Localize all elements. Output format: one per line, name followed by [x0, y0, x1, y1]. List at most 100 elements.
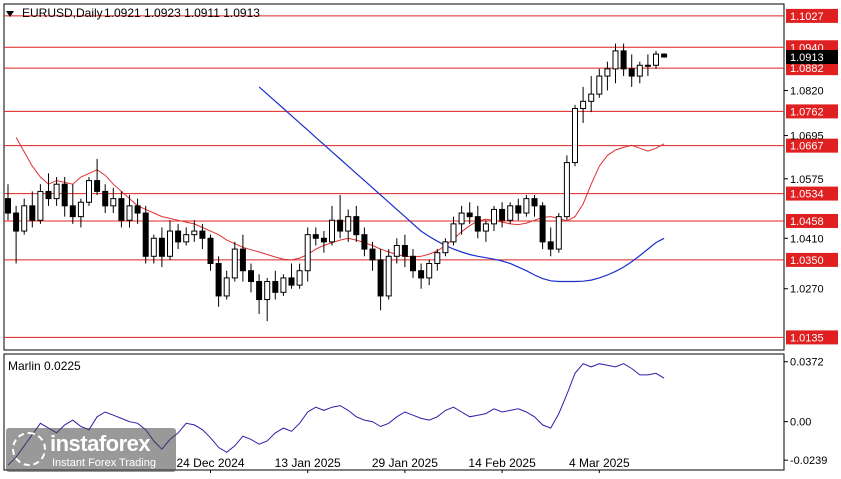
level-price-tag: 1.0350 — [786, 252, 838, 267]
candle-body-bear — [61, 183, 68, 207]
candle-body-bull — [345, 216, 352, 232]
candle-body-bear — [199, 230, 206, 239]
candle — [442, 238, 449, 257]
candle-body-bear — [361, 234, 368, 250]
price-tick-label: 1.0695 — [790, 131, 824, 143]
candle — [555, 213, 562, 253]
candle-body-bear — [466, 212, 473, 218]
candle-body-bear — [401, 244, 408, 257]
candle-body-bear — [102, 190, 109, 207]
time-tick-label: 29 Jan 2025 — [372, 456, 438, 470]
candle — [361, 227, 368, 257]
candle — [393, 238, 400, 264]
candle-body-bull — [604, 68, 611, 77]
instaforex-logo: instaforex Instant Forex Trading — [6, 428, 176, 472]
candle-body-bear — [272, 281, 279, 293]
candle — [345, 209, 352, 242]
candle-body-bull — [580, 100, 587, 110]
price-tick-label: 1.0270 — [790, 284, 824, 296]
level-price-tag: 1.0534 — [786, 186, 838, 201]
level-price-label: 1.0135 — [790, 332, 824, 344]
candle — [215, 256, 222, 307]
candle-body-bear — [239, 248, 246, 272]
level-price-label: 1.0882 — [790, 63, 824, 75]
candle — [183, 227, 190, 246]
candle-body-bull — [183, 234, 190, 243]
candle-body-bear — [539, 205, 546, 243]
candle — [312, 227, 319, 246]
level-price-label: 1.0534 — [790, 189, 824, 201]
candle-body-bear — [547, 241, 554, 250]
candle-body-bull — [572, 108, 578, 164]
candle — [158, 227, 165, 268]
level-price-box — [786, 8, 838, 23]
candle-body-bull — [434, 252, 441, 264]
candle-body-bull — [482, 223, 489, 232]
candle-body-bear — [69, 205, 76, 218]
candle-body-bull — [563, 162, 570, 218]
candle — [482, 220, 489, 242]
candle-body-bear — [661, 53, 668, 58]
candle — [604, 61, 611, 91]
current-price-tag: 1.0913 — [786, 49, 838, 64]
candle — [653, 50, 659, 69]
candle — [296, 263, 303, 289]
candle — [118, 191, 125, 228]
price-tick-label: 1.0575 — [790, 174, 824, 186]
candle-body-bear — [474, 216, 481, 232]
chart-ohlc-values: 1.0921 1.0923 1.0911 1.0913 — [104, 6, 260, 20]
candle-body-bear — [410, 255, 416, 272]
candle-body-bear — [377, 259, 384, 297]
candle — [474, 205, 481, 239]
indicator-tick-label: -0.0239 — [790, 455, 827, 467]
candle — [248, 263, 254, 293]
moving-average-blue — [258, 86, 665, 283]
candle — [531, 195, 538, 217]
candle-body-bear — [45, 190, 52, 200]
indicator-panel-frame — [3, 353, 785, 471]
candle — [21, 198, 28, 235]
candle-body-bull — [612, 50, 619, 70]
candle-body-bear — [207, 237, 214, 264]
candle — [239, 234, 246, 282]
candle — [191, 220, 198, 242]
candle — [45, 173, 52, 206]
candle-body-bear — [515, 205, 522, 214]
candle-body-bull — [223, 277, 230, 297]
candle — [523, 195, 530, 217]
candle-body-bull — [458, 212, 465, 225]
candle — [304, 227, 311, 282]
candle — [588, 76, 595, 113]
candle-body-bull — [507, 205, 514, 221]
candle — [94, 158, 101, 196]
candle — [142, 205, 149, 264]
candle — [167, 220, 173, 260]
candle — [353, 205, 360, 242]
candle — [199, 223, 206, 250]
level-price-tag: 1.0667 — [786, 138, 838, 153]
candle-body-bull — [644, 64, 651, 67]
candle — [231, 241, 238, 282]
price-tick-label: 1.0820 — [790, 86, 824, 98]
level-price-box — [786, 104, 838, 119]
level-price-label: 1.1027 — [790, 11, 824, 23]
candle — [207, 234, 214, 271]
candle-body-bull — [555, 216, 562, 250]
price-panel-frame — [3, 3, 785, 351]
candle — [385, 249, 392, 300]
candle-body-bull — [653, 53, 659, 66]
candle — [580, 86, 587, 123]
candle-body-bear — [353, 216, 360, 236]
candle — [288, 263, 295, 289]
candle — [175, 223, 182, 250]
instaforex-logo-icon — [12, 432, 46, 466]
candle — [53, 177, 60, 206]
candle-body-bull — [231, 248, 238, 279]
candle-body-bear — [369, 248, 376, 261]
collapse-triangle-icon[interactable] — [6, 11, 14, 17]
candle — [110, 187, 117, 214]
candle-body-bull — [393, 244, 400, 257]
candle-body-bull — [150, 237, 157, 257]
